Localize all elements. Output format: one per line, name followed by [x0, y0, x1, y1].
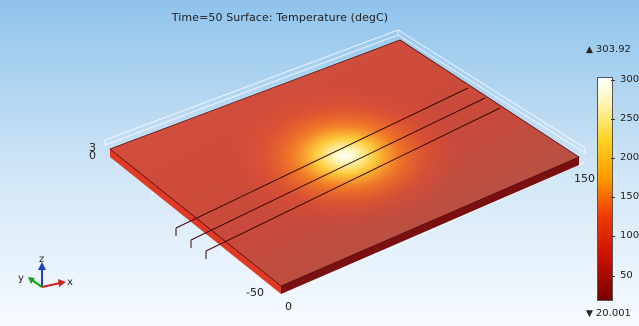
colorbar-tick-mark — [611, 236, 615, 237]
axis-tick-neg50: -50 — [246, 286, 264, 299]
plate-left-side — [110, 149, 281, 294]
z-axis-label: z — [39, 254, 44, 265]
colorbar-tick-mark — [611, 197, 615, 198]
x-axis-label: x — [67, 277, 73, 288]
colorbar-tick-mark — [611, 119, 615, 120]
colorbar-max-label: ▲ 303.92 — [586, 44, 631, 55]
plate-right-side — [281, 157, 579, 294]
axis-tick-0-top: 0 — [89, 149, 96, 162]
colorbar-tick-label: 300 — [620, 74, 639, 85]
colorbar — [597, 77, 613, 301]
axis-tick-0-bottom: 0 — [285, 300, 292, 313]
plot-title: Time=50 Surface: Temperature (degC) — [171, 11, 389, 24]
colorbar-tick-mark — [611, 80, 615, 81]
colorbar-tick-mark — [611, 276, 615, 277]
hot-spot — [225, 84, 465, 228]
triangle-up-icon: ▲ — [586, 45, 593, 55]
colorbar-min-label: ▼ 20.001 — [586, 308, 631, 319]
colorbar-tick-label: 100 — [620, 230, 639, 241]
triangle-down-icon: ▼ — [586, 309, 593, 319]
colorbar-tick-label: 150 — [620, 191, 639, 202]
y-axis-label: y — [18, 273, 24, 284]
axis-tick-3: 3 — [89, 141, 96, 154]
colorbar-tick-label: 50 — [620, 270, 633, 281]
colorbar-tick-label: 250 — [620, 113, 639, 124]
axis-triad: z x y — [18, 254, 73, 288]
axis-tick-150: 150 — [574, 172, 595, 185]
channel-lines — [175, 87, 501, 259]
grid-box — [104, 29, 586, 297]
colorbar-tick-mark — [611, 158, 615, 159]
colorbar-tick-label: 200 — [620, 152, 639, 163]
